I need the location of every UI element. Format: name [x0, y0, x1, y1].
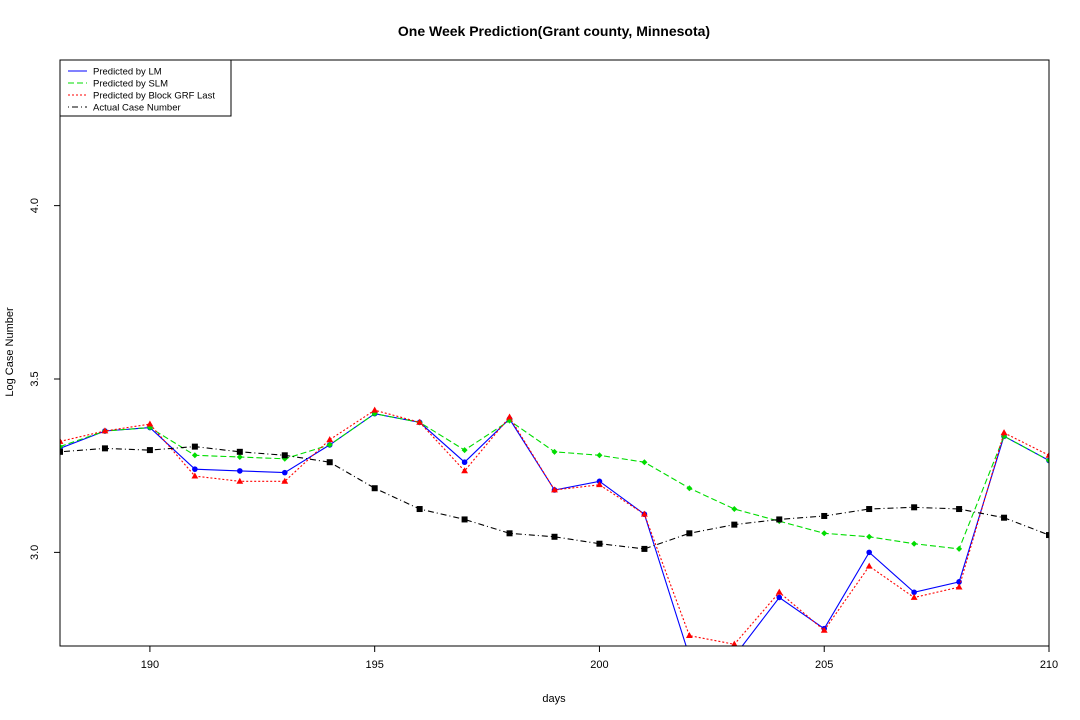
legend-label: Predicted by LM: [93, 67, 162, 78]
y-tick-label: 3.0: [29, 545, 41, 560]
data-point: [236, 448, 243, 455]
series-line: [60, 413, 1049, 550]
data-point: [237, 468, 243, 474]
data-point: [192, 466, 198, 472]
data-point: [956, 506, 963, 513]
data-point: [596, 540, 603, 547]
data-point: [461, 447, 468, 454]
data-point: [461, 516, 468, 523]
data-point: [641, 459, 648, 466]
data-point: [911, 540, 918, 547]
data-point: [60, 443, 63, 450]
x-tick-label: 200: [590, 659, 608, 671]
data-point: [416, 506, 423, 513]
x-tick-label: 195: [366, 659, 384, 671]
data-point: [866, 549, 872, 556]
data-point: [731, 506, 738, 513]
data-point: [686, 530, 693, 537]
y-axis-label: Log Case Number: [4, 307, 16, 397]
data-point: [956, 545, 963, 552]
axis-ticks: 190 195 200 205 210 3.0 3.5 4.0: [29, 198, 1058, 671]
data-point: [687, 654, 693, 660]
data-point: [551, 448, 558, 455]
legend-label: Predicted by SLM: [93, 79, 168, 90]
data-point: [326, 441, 333, 448]
data-point: [596, 452, 603, 459]
data-point: [641, 545, 648, 552]
x-axis-label: days: [542, 693, 566, 705]
data-point: [775, 588, 783, 595]
data-point: [1001, 514, 1008, 521]
y-tick-label: 4.0: [29, 198, 41, 213]
series-line: [60, 446, 1049, 550]
data-point: [1046, 532, 1049, 539]
data-point: [191, 472, 199, 479]
data-point: [955, 583, 963, 590]
data-point: [461, 459, 468, 466]
y-tick-label: 3.5: [29, 371, 41, 386]
data-point: [1000, 429, 1008, 436]
series-3: [60, 443, 1049, 552]
data-point: [776, 594, 783, 601]
x-tick-label: 190: [141, 659, 159, 671]
data-point: [731, 640, 738, 646]
legend-label: Predicted by Block GRF Last: [93, 91, 215, 102]
data-point: [910, 593, 918, 600]
series-2: [60, 406, 1049, 646]
legend-box: [59, 59, 232, 117]
data-point: [866, 533, 873, 540]
data-point: [821, 512, 828, 519]
data-point: [911, 589, 917, 596]
data-point: [551, 486, 558, 493]
data-point: [101, 445, 108, 452]
data-point: [776, 516, 783, 523]
x-tick-label: 210: [1040, 659, 1058, 671]
data-point: [461, 467, 468, 474]
data-point: [911, 504, 918, 511]
data-point: [641, 510, 648, 517]
chart-title: One Week Prediction(Grant county, Minnes…: [398, 23, 710, 39]
data-point: [865, 562, 873, 569]
data-point: [371, 406, 379, 413]
data-point: [236, 454, 243, 461]
data-point: [281, 452, 288, 459]
data-point: [731, 521, 738, 528]
data-point: [191, 443, 198, 450]
data-point: [821, 530, 828, 537]
data-point: [60, 437, 64, 444]
series-line: [60, 409, 1049, 645]
data-point: [506, 530, 513, 537]
data-point: [686, 485, 693, 492]
legend-label: Actual Case Number: [93, 103, 181, 114]
data-point: [236, 477, 244, 484]
data-point: [281, 477, 289, 484]
data-point: [551, 533, 558, 540]
data-point: [326, 436, 334, 443]
data-point: [506, 413, 513, 420]
data-point: [1045, 451, 1049, 458]
data-point: [191, 452, 198, 459]
data-point: [326, 459, 333, 466]
data-point: [146, 420, 154, 427]
data-point: [371, 485, 378, 492]
data-point: [416, 418, 424, 425]
data-point: [281, 469, 288, 476]
plot-area: [59, 59, 1050, 660]
data-point: [596, 481, 603, 488]
data-point: [101, 427, 109, 434]
data-point: [1046, 457, 1049, 464]
plot-frame: [59, 59, 1050, 647]
x-tick-label: 205: [815, 659, 833, 671]
data-point: [146, 447, 153, 454]
data-point: [732, 654, 738, 660]
data-point: [60, 448, 63, 455]
data-point: [866, 506, 873, 513]
data-point: [820, 626, 828, 633]
series-1: [60, 410, 1049, 552]
data-point: [685, 631, 693, 638]
